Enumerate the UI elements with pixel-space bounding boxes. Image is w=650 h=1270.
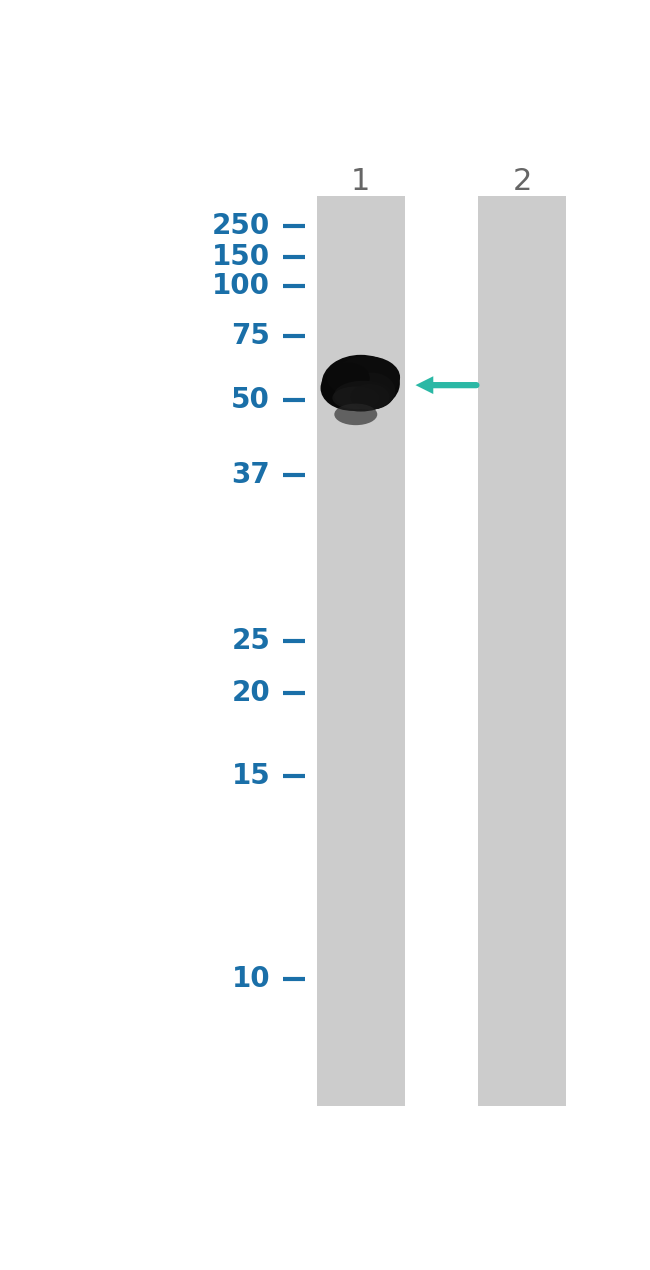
Bar xyxy=(317,197,405,1106)
Ellipse shape xyxy=(320,366,383,410)
Bar xyxy=(478,197,566,1106)
Ellipse shape xyxy=(332,386,379,409)
Text: 150: 150 xyxy=(212,243,270,271)
Ellipse shape xyxy=(333,356,400,399)
Text: 250: 250 xyxy=(212,212,270,240)
Ellipse shape xyxy=(348,372,395,409)
Text: 15: 15 xyxy=(231,762,270,790)
Ellipse shape xyxy=(334,381,393,409)
Ellipse shape xyxy=(327,363,370,394)
Text: 50: 50 xyxy=(231,386,270,414)
Text: 37: 37 xyxy=(231,461,270,489)
Ellipse shape xyxy=(350,384,389,410)
Text: 20: 20 xyxy=(231,679,270,707)
Text: 10: 10 xyxy=(231,965,270,993)
Ellipse shape xyxy=(334,404,377,425)
Text: 1: 1 xyxy=(351,168,370,197)
Text: 100: 100 xyxy=(212,272,270,301)
Text: 2: 2 xyxy=(512,168,532,197)
Text: 75: 75 xyxy=(231,323,270,351)
Text: 25: 25 xyxy=(231,627,270,655)
Ellipse shape xyxy=(322,354,400,411)
